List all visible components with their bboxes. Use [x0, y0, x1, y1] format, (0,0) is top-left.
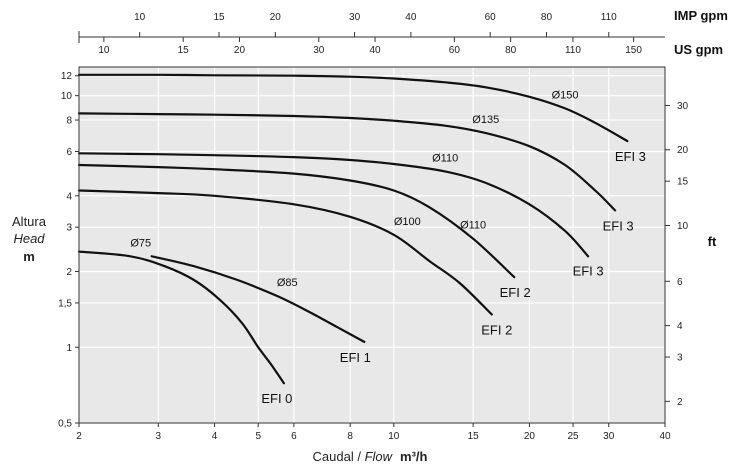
x-tick-label: 3	[156, 431, 162, 442]
series-diameter-label: Ø85	[277, 277, 298, 289]
x-axis-label-prefix: Caudal /	[313, 449, 365, 464]
x-tick-label: 30	[603, 431, 615, 442]
series-model-label: EFI 1	[340, 350, 371, 365]
series-model-label: EFI 2	[481, 322, 512, 337]
y-tick-label: 1,5	[58, 298, 72, 309]
ft-tick-label: 6	[677, 277, 683, 288]
ft-tick-label: 30	[677, 101, 689, 112]
x-tick-label: 8	[347, 431, 353, 442]
series-model-label: EFI 3	[573, 263, 604, 278]
y-tick-label: 3	[66, 223, 72, 234]
x-axis-label-unit: m³/h	[400, 449, 428, 464]
us-gpm-tick-label: 30	[313, 45, 325, 56]
series-model-label: EFI 0	[261, 391, 292, 406]
imp-gpm-tick-label: 40	[405, 12, 417, 23]
series-curve	[77, 250, 285, 385]
y-tick-label: 0,5	[58, 419, 72, 430]
imp-gpm-tick-label: 110	[601, 12, 617, 23]
plot-area	[79, 67, 665, 423]
series-curve	[77, 73, 629, 143]
series-model-label: EFI 2	[500, 285, 531, 300]
y-axis-label-line3: m	[23, 249, 35, 264]
series-diameter-label: Ø135	[472, 114, 499, 126]
y-axis-label-line1: Altura	[12, 214, 47, 229]
series-diameter-label: Ø110	[460, 220, 486, 232]
us-gpm-tick-label: 20	[234, 45, 246, 56]
ft-tick-label: 20	[677, 145, 689, 156]
imp-gpm-tick-label: 60	[485, 12, 497, 23]
us-gpm-tick-label: 150	[625, 45, 642, 56]
series-diameter-label: Ø75	[130, 237, 151, 249]
x-tick-label: 2	[76, 431, 82, 442]
curve-series: Ø75 EFI 0 Ø85 EFI 1 Ø100 EFI 2 Ø110 EFI 2 Ø110 EF…	[77, 73, 646, 406]
us-gpm-tick-label: 15	[178, 45, 190, 56]
x-tick-label: 15	[468, 431, 480, 442]
x-axis-label: Caudal / Flow m³/h	[313, 449, 428, 464]
series-model-label: EFI 3	[615, 149, 646, 164]
y-axis-ticks: 0,5 1 1,5 2 3 4 6 8 10 12	[58, 71, 79, 430]
y-tick-label: 2	[66, 267, 72, 278]
series-diameter-label: Ø110	[432, 152, 458, 164]
y-tick-label: 12	[61, 71, 73, 82]
series-diameter-label: Ø100	[394, 216, 421, 228]
ft-tick-label: 10	[677, 221, 689, 232]
series-curve	[150, 255, 366, 343]
imp-gpm-tick-label: 80	[541, 12, 553, 23]
grid-lines	[78, 67, 666, 424]
series-curve	[77, 152, 590, 258]
ft-tick-label: 2	[677, 397, 683, 408]
ft-axis-unit: ft	[708, 234, 717, 249]
series-diameter-label: Ø150	[552, 89, 579, 101]
x-axis-label-italic: Flow	[365, 449, 394, 464]
imp-gpm-tick-label: 10	[134, 12, 146, 23]
x-tick-label: 4	[212, 431, 218, 442]
us-gpm-tick-label: 40	[369, 45, 381, 56]
series-curve	[77, 112, 617, 212]
x-tick-label: 6	[291, 431, 297, 442]
us-gpm-tick-label: 110	[565, 45, 581, 56]
y-tick-label: 6	[66, 147, 72, 158]
y-tick-label: 1	[66, 343, 72, 354]
ft-tick-label: 15	[677, 177, 689, 188]
us-gpm-tick-label: 80	[505, 45, 517, 56]
ft-axis: 2 3 4 6 10 15 20 30	[665, 101, 689, 408]
y-tick-label: 8	[66, 116, 72, 127]
imp-gpm-unit: IMP gpm	[674, 8, 728, 23]
ft-tick-label: 3	[677, 353, 683, 364]
x-tick-label: 10	[388, 431, 400, 442]
x-tick-label: 20	[524, 431, 536, 442]
x-tick-label: 5	[255, 431, 261, 442]
y-tick-label: 4	[66, 191, 72, 202]
plot-frame	[78, 66, 666, 424]
series-curve	[77, 189, 493, 316]
imp-gpm-tick-label: 20	[270, 12, 282, 23]
us-gpm-tick-label: 60	[449, 45, 461, 56]
imp-gpm-tick-label: 30	[349, 12, 361, 23]
x-axis-ticks: 2 3 4 5 6 8 10 15 20 25 30 40	[76, 423, 671, 442]
x-tick-label: 40	[659, 431, 671, 442]
us-gpm-unit: US gpm	[674, 42, 723, 57]
us-gpm-tick-label: 10	[98, 45, 110, 56]
y-tick-label: 10	[61, 91, 73, 102]
imp-gpm-tick-label: 15	[213, 12, 225, 23]
series-model-label: EFI 3	[603, 218, 634, 233]
x-tick-label: 25	[567, 431, 579, 442]
y-axis-label-line2: Head	[13, 231, 45, 246]
series-curve	[77, 163, 516, 279]
gpm-axes: 10 15 20 30 40 60 80 110 10 15 20 30 40 60 80 110 150	[78, 12, 665, 56]
ft-tick-label: 4	[677, 321, 683, 332]
